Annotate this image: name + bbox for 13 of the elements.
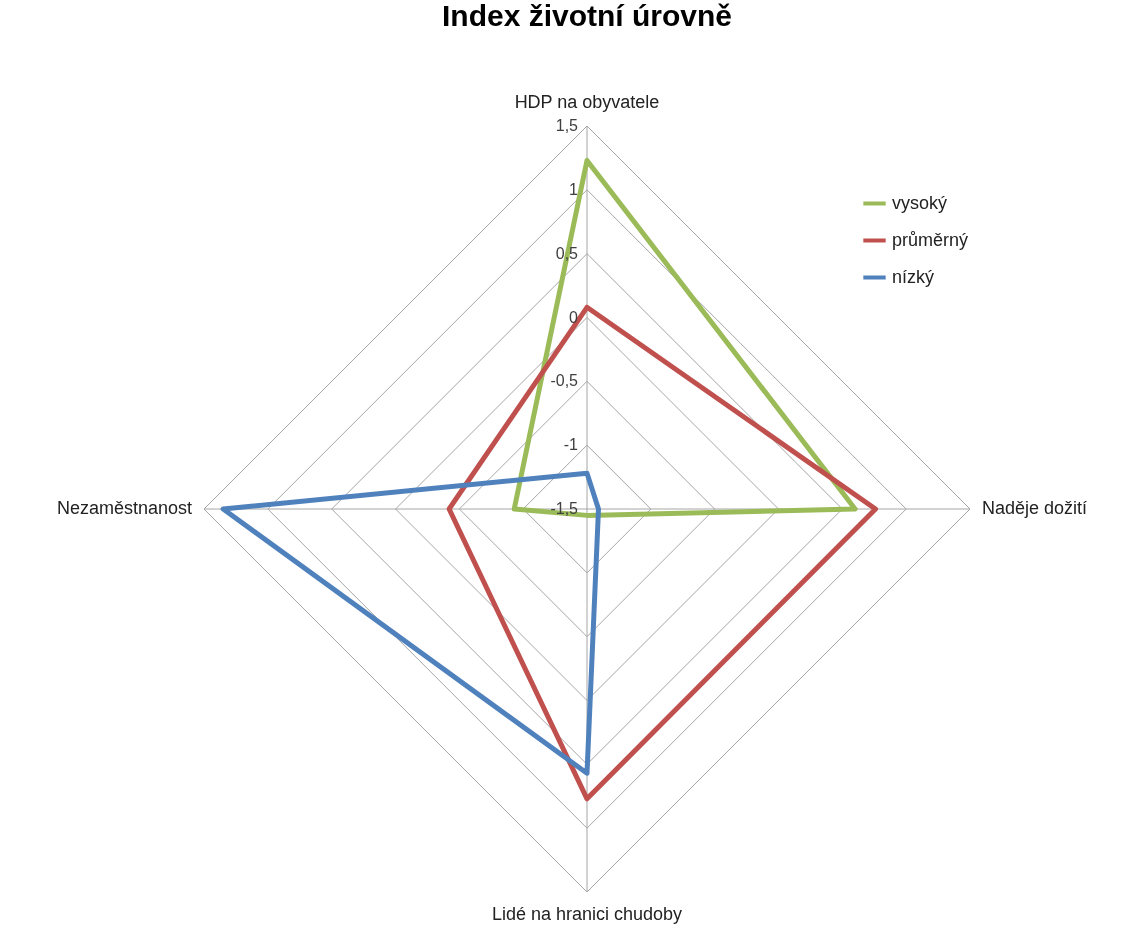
chart-title: Index životní úrovně [441,0,733,32]
legend-label: nízký [892,266,935,287]
spoke-label: Naděje dožití [982,498,1088,518]
y-tick-label: 1,5 [555,117,579,134]
spoke-label: Lidé na hranici chudoby [491,904,683,924]
y-tick-label: 1 [569,180,579,198]
y-tick-label: -0,5 [550,372,579,390]
spoke-label: Nezaměstnanost [56,498,192,518]
y-tick-label: 0 [569,308,579,326]
spoke-label: HDP na obyvatele [514,92,660,112]
legend-label: průměrný [892,229,969,250]
legend-label: vysoký [892,192,948,213]
y-tick-label: -1 [563,436,579,454]
